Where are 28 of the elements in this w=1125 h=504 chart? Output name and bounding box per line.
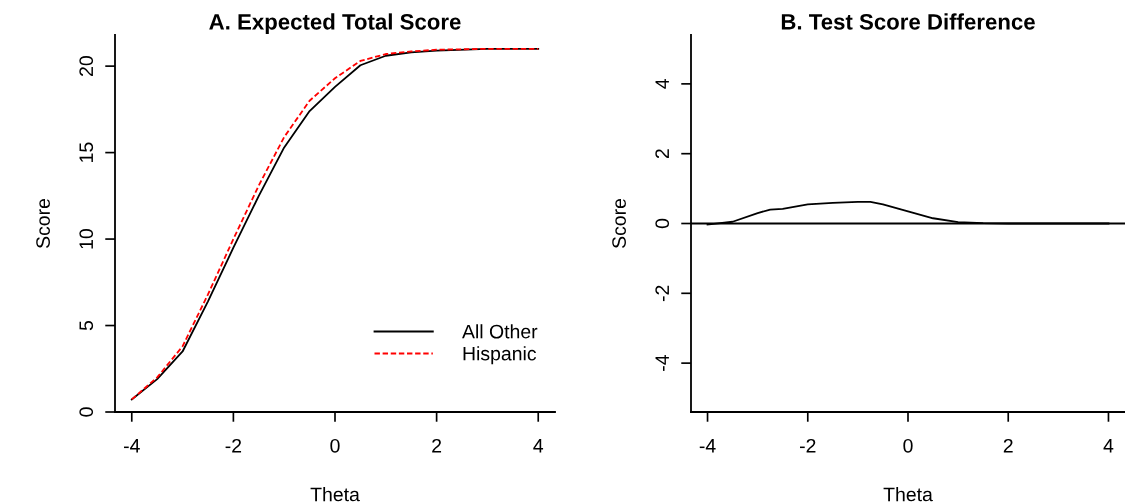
- y-tick-label: 0: [655, 218, 670, 229]
- x-tick-label: -4: [699, 439, 716, 453]
- chart-title: B. Test Score Difference: [781, 13, 1035, 30]
- chart-title: A. Expected Total Score: [209, 13, 461, 35]
- y-tick-label: 0: [79, 407, 94, 417]
- x-tick-label: 4: [533, 439, 544, 453]
- y-tick-label: -2: [655, 285, 669, 302]
- x-tick-label: 0: [903, 438, 913, 453]
- y-tick-label: 20: [79, 56, 94, 76]
- x-tick-label: -2: [225, 438, 242, 453]
- y-axis-title: Score: [612, 198, 626, 249]
- y-tick-label: 10: [79, 229, 94, 249]
- x-axis-title: Theta: [883, 487, 933, 502]
- y-tick-label: 4: [655, 79, 669, 89]
- x-axis-title: Theta: [310, 487, 360, 502]
- legend-label: Hispanic: [463, 346, 537, 365]
- x-tick-label: -2: [799, 438, 816, 453]
- y-tick-label: 5: [79, 320, 94, 331]
- x-tick-label: 2: [1003, 438, 1013, 453]
- y-tick-label: 2: [655, 149, 669, 159]
- y-axis-title: Score: [36, 198, 50, 249]
- y-tick-label: 15: [79, 142, 94, 162]
- x-tick-label: -4: [123, 439, 140, 453]
- legend-label: All Other: [462, 324, 538, 339]
- x-tick-label: 2: [432, 438, 442, 453]
- y-tick-label: -4: [655, 355, 669, 371]
- x-tick-label: 0: [330, 438, 340, 453]
- x-tick-label: 4: [1103, 439, 1114, 453]
